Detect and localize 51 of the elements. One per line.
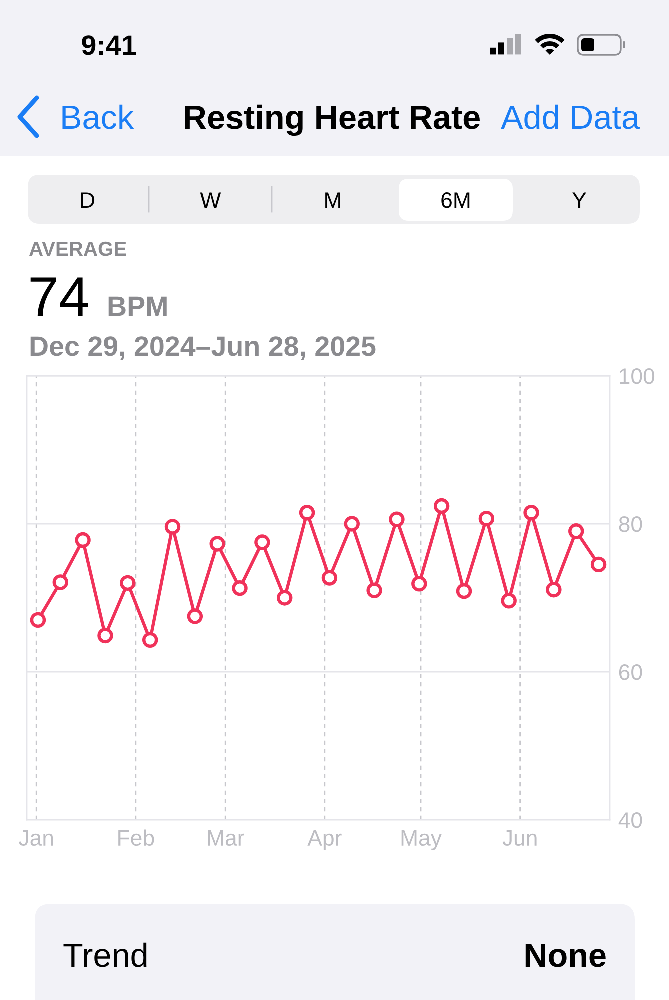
text: Trend bbox=[64, 942, 147, 968]
point bbox=[210, 536, 226, 552]
text: BPM bbox=[108, 296, 167, 316]
point bbox=[142, 632, 158, 648]
text: W bbox=[200, 192, 222, 208]
point bbox=[164, 519, 181, 535]
point bbox=[389, 512, 405, 528]
point bbox=[478, 510, 495, 527]
point bbox=[75, 532, 91, 548]
point bbox=[52, 574, 68, 590]
text: 9:41 bbox=[82, 36, 136, 56]
point bbox=[344, 516, 360, 532]
text: Add Data bbox=[501, 104, 640, 130]
text: Dec 29, 2024–Jun 28, 2025 bbox=[30, 336, 376, 360]
point bbox=[568, 524, 584, 540]
text: 6M bbox=[442, 192, 470, 208]
point bbox=[98, 628, 114, 644]
point bbox=[120, 575, 136, 592]
text: 74 bbox=[30, 278, 88, 316]
point bbox=[322, 570, 338, 586]
text: D bbox=[81, 192, 95, 208]
point bbox=[277, 590, 293, 606]
y-tick-label: 80 bbox=[619, 516, 642, 532]
point bbox=[232, 580, 248, 596]
point bbox=[254, 534, 270, 550]
point bbox=[187, 608, 204, 624]
x-tick-label: Apr bbox=[308, 830, 342, 850]
point bbox=[456, 583, 472, 600]
x-tick-label: Feb bbox=[118, 830, 154, 846]
point bbox=[366, 582, 382, 598]
y-tick-label: 60 bbox=[619, 664, 642, 680]
x-tick-label: Jun bbox=[502, 830, 537, 846]
y-tick-label: 40 bbox=[618, 812, 642, 828]
point bbox=[412, 576, 428, 592]
x-tick-label: Mar bbox=[208, 830, 244, 846]
text: AVERAGE bbox=[30, 242, 126, 256]
point bbox=[590, 556, 607, 573]
y-tick-label: 100 bbox=[620, 368, 655, 384]
chart-title: Resting Heart Rate bbox=[185, 104, 480, 136]
text: Y bbox=[572, 192, 586, 208]
point bbox=[524, 505, 540, 521]
point bbox=[434, 498, 450, 514]
text: None bbox=[526, 944, 606, 968]
text: M bbox=[326, 192, 340, 208]
point bbox=[546, 582, 562, 598]
point bbox=[30, 612, 46, 628]
x-tick-label: May bbox=[402, 830, 442, 850]
text: Back bbox=[62, 104, 134, 130]
x-tick-label: Jan bbox=[19, 830, 54, 846]
point bbox=[299, 505, 316, 521]
point bbox=[501, 593, 517, 609]
